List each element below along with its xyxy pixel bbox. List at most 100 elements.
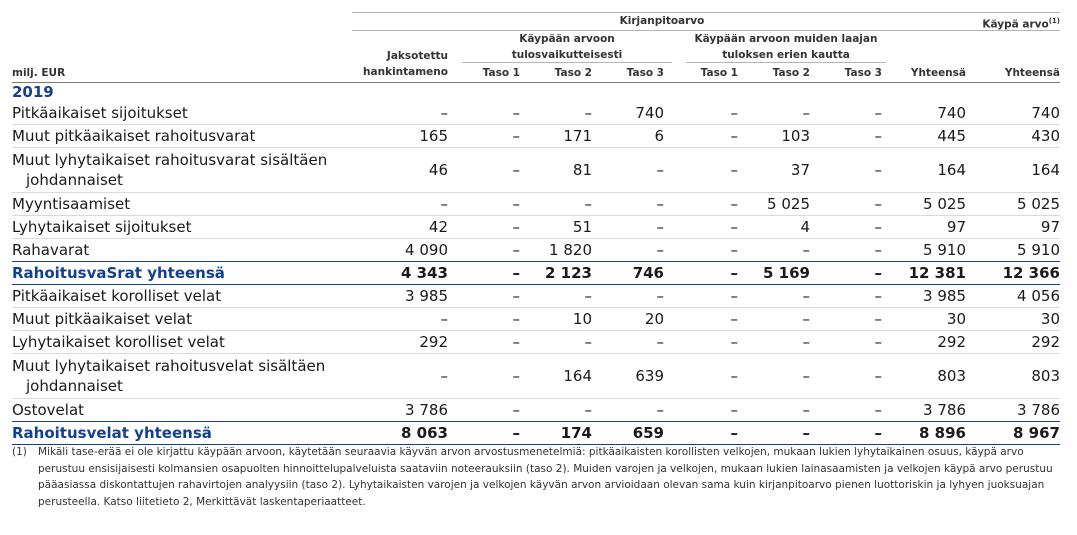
row-label-line1: Muut lyhytaikaiset rahoitusvarat sisältä… <box>12 151 328 169</box>
table-row: Muut pitkäaikaiset rahoitusvarat 165 – 1… <box>12 124 1060 148</box>
header-taso3-b: Taso 3 <box>844 67 882 79</box>
row-label: Rahoitusvelat yhteensä <box>12 421 352 445</box>
cell: – <box>592 215 664 239</box>
cell: 171 <box>520 124 592 148</box>
cell: 30 <box>882 307 966 331</box>
cell: 3 786 <box>405 401 448 419</box>
cell: 639 <box>592 353 664 399</box>
cell: – <box>810 353 882 399</box>
cell: – <box>664 330 738 354</box>
cell: – <box>802 401 811 419</box>
table-row: Muut pitkäaikaiset velat – – 10 20 – – –… <box>12 307 1060 331</box>
cell: – <box>448 284 520 308</box>
cell: 46 <box>352 147 448 193</box>
cell: 164 <box>520 353 592 399</box>
cell: – <box>448 307 520 331</box>
header-taso3-a: Taso 3 <box>626 67 664 79</box>
cell: 5 025 <box>738 192 810 216</box>
footnote-text: Mikäli tase-erää ei ole kirjattu käypään… <box>38 446 1053 508</box>
header-jaksotettu-2: hankintameno <box>363 66 448 78</box>
header-kaypa-arvo-text: Käypä arvo <box>982 18 1049 31</box>
cell: – <box>448 192 520 216</box>
cell: – <box>520 284 592 308</box>
cell: 2 123 <box>520 261 592 285</box>
row-label: Muut lyhytaikaiset rahoitusvelat sisältä… <box>12 353 352 399</box>
row-label: Muut lyhytaikaiset rahoitusvarat sisältä… <box>12 147 352 193</box>
row-label-line1: Muut lyhytaikaiset rahoitusvelat sisältä… <box>12 357 326 375</box>
cell: – <box>874 401 883 419</box>
row-label: Lyhytaikaiset korolliset velat <box>12 330 352 354</box>
cell: – <box>664 307 738 331</box>
cell: 445 <box>882 124 966 148</box>
cell: – <box>352 307 448 331</box>
cell: 42 <box>352 215 448 239</box>
cell: – <box>584 401 593 419</box>
year-label: 2019 <box>12 83 54 101</box>
header-kaypa-arvo: Käypä arvo(1) <box>972 13 1060 33</box>
cell: 20 <box>592 307 664 331</box>
cell: – <box>592 192 664 216</box>
cell: – <box>810 421 882 445</box>
header-yhteensa-2: Yhteensä <box>1004 67 1060 79</box>
cell: 174 <box>520 421 592 445</box>
cell: 51 <box>520 215 592 239</box>
cell: 1 820 <box>549 241 592 259</box>
cell: – <box>738 102 810 125</box>
cell: 12 381 <box>882 261 966 285</box>
cell: – <box>738 353 810 399</box>
cell: – <box>664 215 738 239</box>
cell: 4 056 <box>966 284 1060 308</box>
row-label-line2: johdannaiset <box>26 377 123 395</box>
header-taso2-a: Taso 2 <box>554 67 592 79</box>
cell: 292 <box>352 330 448 354</box>
cell: – <box>738 307 810 331</box>
cell: 659 <box>592 421 664 445</box>
cell: – <box>664 284 738 308</box>
cell: – <box>520 102 592 125</box>
cell: – <box>352 102 448 125</box>
cell: 746 <box>592 261 664 285</box>
table-row: Lyhytaikaiset korolliset velat 292 – – –… <box>12 330 1060 354</box>
table-row: Muut lyhytaikaiset rahoitusvelat sisältä… <box>12 353 1060 399</box>
cell: 81 <box>520 147 592 193</box>
cell: – <box>448 421 520 445</box>
cell: 803 <box>882 353 966 399</box>
cell: 164 <box>966 147 1060 193</box>
cell: 4 090 <box>405 241 448 259</box>
total-row-liabilities: Rahoitusvelat yhteensä 8 063 – 174 659 –… <box>12 421 1060 445</box>
cell: 10 <box>520 307 592 331</box>
table-row: Lyhytaikaiset sijoitukset 42 – 51 – – 4 … <box>12 215 1060 239</box>
cell: 103 <box>738 124 810 148</box>
table-row: Rahavarat 4 090 – 1 820 – – – – 5 910 5 … <box>12 239 1060 262</box>
cell: 5 169 <box>738 261 810 285</box>
cell: – <box>520 192 592 216</box>
cell: 8 063 <box>352 421 448 445</box>
cell: – <box>448 147 520 193</box>
table-row: Myyntisaamiset – – – – – 5 025 – 5 025 5… <box>12 192 1060 216</box>
cell: – <box>730 401 739 419</box>
cell: 5 910 <box>923 241 966 259</box>
cell: – <box>664 147 738 193</box>
row-label-line2: johdannaiset <box>26 171 123 189</box>
table-row: Ostovelat 3 786 – – – – – – 3 786 3 786 <box>12 399 1060 422</box>
cell: 37 <box>738 147 810 193</box>
cell: 5 025 <box>882 192 966 216</box>
cell: – <box>810 102 882 125</box>
cell: – <box>656 401 665 419</box>
cell: – <box>592 284 664 308</box>
cell: 740 <box>966 102 1060 125</box>
cell: – <box>738 284 810 308</box>
cell: 5 910 <box>1017 241 1060 259</box>
header-muu-1: Käypään arvoon muiden laajan <box>694 33 878 45</box>
financial-table: Pitkäaikaiset sijoitukset – – – 740 – – … <box>12 102 1060 445</box>
cell: 3 985 <box>882 284 966 308</box>
cell: 803 <box>966 353 1060 399</box>
header-tulos-1: Käypään arvoon <box>519 33 615 45</box>
cell: – <box>448 353 520 399</box>
cell: 3 786 <box>1017 401 1060 419</box>
header-jaksotettu-1: Jaksotettu <box>386 50 448 62</box>
cell: 3 786 <box>923 401 966 419</box>
header-sub-rule <box>352 30 1060 31</box>
total-row-assets: RahoitusvaSrat yhteensä 4 343 – 2 123 74… <box>12 261 1060 285</box>
row-label: Muut pitkäaikaiset rahoitusvarat <box>12 124 352 148</box>
